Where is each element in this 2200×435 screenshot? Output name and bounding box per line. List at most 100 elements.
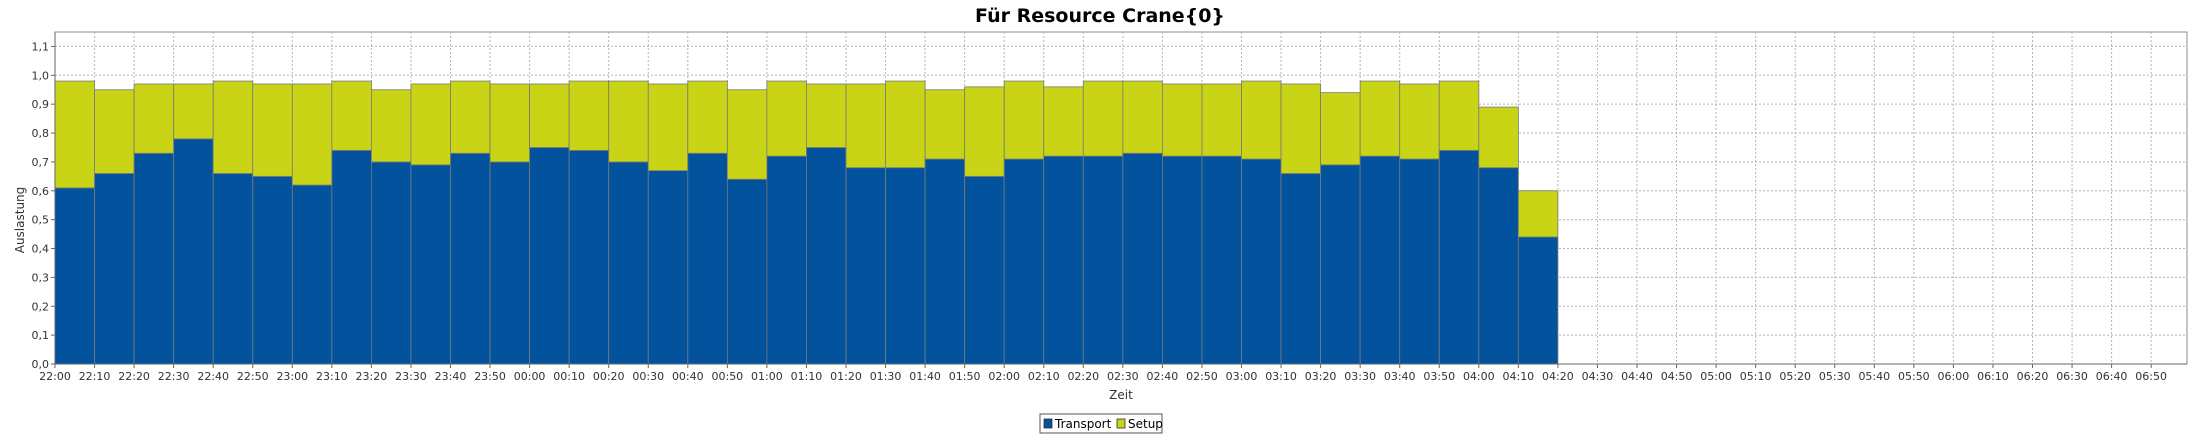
x-tick-label: 06:50	[2135, 370, 2167, 383]
x-tick-label: 00:10	[553, 370, 585, 383]
x-tick-label: 06:00	[1938, 370, 1970, 383]
bar-transport	[647, 170, 689, 365]
bar-setup	[1438, 80, 1480, 151]
x-tick-label: 04:30	[1582, 370, 1614, 383]
bar-setup	[924, 89, 966, 160]
bar-transport	[54, 187, 95, 365]
bar-transport	[726, 178, 768, 365]
bar-transport	[1003, 158, 1045, 365]
x-tick-label: 01:00	[751, 370, 783, 383]
x-tick-label: 03:00	[1226, 370, 1258, 383]
bar-transport	[964, 175, 1005, 365]
x-tick-label: 03:20	[1305, 370, 1337, 383]
x-tick-label: 00:40	[672, 370, 704, 383]
x-tick-label: 05:10	[1740, 370, 1772, 383]
bar-setup	[845, 83, 886, 169]
bar-setup	[94, 89, 135, 174]
x-tick-label: 00:20	[593, 370, 625, 383]
x-tick-label: 06:10	[1977, 370, 2009, 383]
x-tick-label: 04:40	[1621, 370, 1653, 383]
bar-setup	[1162, 83, 1203, 157]
bar-setup	[529, 83, 570, 148]
bar-setup	[1517, 190, 1559, 238]
x-axis: 22:00 22:10 22:20 22:30 22:40 22:50 23:00 23:10…	[39, 363, 2187, 383]
bar-setup	[173, 83, 214, 140]
bar-setup	[291, 83, 333, 186]
bar-transport	[1162, 155, 1203, 365]
y-axis: 0,0 0,1 0,2 0,3 0,4 0,5 0,6 0,7 0,8 0,9 1,0 1,1	[32, 32, 56, 371]
y-axis-label: Auslastung	[13, 187, 27, 254]
x-tick-label: 02:10	[1028, 370, 1060, 383]
legend-label-setup: Setup	[1128, 417, 1163, 431]
y-tick-label: 0,1	[32, 329, 50, 342]
bar-transport	[924, 158, 966, 365]
bar-setup	[1320, 92, 1361, 166]
bar-setup	[1359, 80, 1401, 157]
bar-setup	[1043, 86, 1084, 157]
x-tick-label: 05:00	[1700, 370, 1732, 383]
y-tick-label: 0,5	[32, 214, 50, 227]
x-tick-label: 00:30	[632, 370, 664, 383]
x-tick-label: 02:30	[1107, 370, 1139, 383]
bar-transport	[1517, 236, 1559, 365]
x-tick-label: 05:40	[1858, 370, 1890, 383]
bar-setup	[1399, 83, 1440, 160]
x-tick-label: 01:10	[791, 370, 823, 383]
bar-setup	[1201, 83, 1242, 157]
bar-setup	[252, 83, 293, 177]
bar-setup	[647, 83, 689, 171]
x-tick-label: 03:30	[1344, 370, 1376, 383]
bar-setup	[1241, 80, 1282, 160]
bar-setup	[687, 80, 728, 154]
bar-transport	[1399, 158, 1440, 365]
bar-setup	[766, 80, 807, 157]
bar-setup	[1003, 80, 1045, 160]
legend: Transport Setup	[1039, 413, 1163, 434]
x-tick-label: 06:30	[2056, 370, 2088, 383]
y-tick-label: 0,3	[32, 271, 50, 284]
bar-setup	[370, 89, 412, 163]
bar-transport	[1320, 164, 1361, 365]
bar-setup	[806, 83, 847, 148]
x-tick-label: 01:20	[830, 370, 862, 383]
bar-transport	[766, 155, 807, 365]
y-tick-label: 0,7	[32, 156, 50, 169]
bar-transport	[94, 173, 135, 365]
x-tick-label: 03:50	[1423, 370, 1455, 383]
x-tick-label: 01:40	[909, 370, 941, 383]
x-tick-label: 22:50	[237, 370, 269, 383]
bar-transport	[291, 184, 333, 365]
bar-transport	[370, 161, 412, 365]
bar-setup	[1478, 106, 1519, 169]
bar-setup	[964, 86, 1005, 177]
x-tick-label: 02:50	[1186, 370, 1218, 383]
bar-transport	[687, 152, 728, 365]
x-tick-label: 02:20	[1067, 370, 1099, 383]
bar-transport	[885, 167, 926, 365]
legend-swatch-transport	[1043, 418, 1053, 429]
bar-transport	[173, 138, 214, 365]
legend-box	[1039, 413, 1163, 434]
bar-transport	[331, 149, 372, 365]
x-tick-label: 04:50	[1661, 370, 1693, 383]
bar-transport	[489, 161, 530, 365]
bar-setup	[331, 80, 372, 151]
x-tick-label: 22:00	[39, 370, 71, 383]
y-tick-label: 0,2	[32, 300, 50, 313]
y-tick-label: 1,1	[32, 40, 50, 53]
bar-setup	[608, 80, 649, 163]
x-tick-label: 22:10	[79, 370, 111, 383]
bar-transport	[1082, 155, 1124, 365]
x-tick-label: 00:50	[711, 370, 743, 383]
bar-transport	[806, 147, 847, 365]
bar-setup	[489, 83, 530, 163]
bar-transport	[529, 147, 570, 365]
x-tick-label: 23:30	[395, 370, 427, 383]
x-tick-label: 23:10	[316, 370, 348, 383]
bar-transport	[133, 152, 175, 365]
x-tick-label: 23:20	[356, 370, 388, 383]
bar-transport	[1438, 149, 1480, 365]
x-tick-label: 23:50	[474, 370, 506, 383]
bar-setup	[450, 80, 491, 154]
